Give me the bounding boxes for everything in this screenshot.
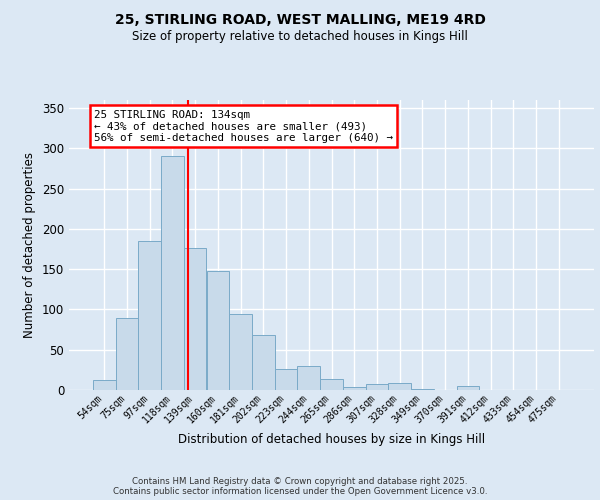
X-axis label: Distribution of detached houses by size in Kings Hill: Distribution of detached houses by size …: [178, 433, 485, 446]
Text: 25, STIRLING ROAD, WEST MALLING, ME19 4RD: 25, STIRLING ROAD, WEST MALLING, ME19 4R…: [115, 12, 485, 26]
Bar: [365, 384, 388, 390]
Text: Size of property relative to detached houses in Kings Hill: Size of property relative to detached ho…: [132, 30, 468, 43]
Bar: [298, 366, 320, 390]
Bar: [320, 378, 343, 390]
Bar: [161, 156, 184, 390]
Bar: [252, 335, 275, 390]
Bar: [116, 318, 139, 390]
Bar: [388, 383, 411, 390]
Text: Contains public sector information licensed under the Open Government Licence v3: Contains public sector information licen…: [113, 487, 487, 496]
Bar: [229, 314, 252, 390]
Bar: [411, 389, 434, 390]
Y-axis label: Number of detached properties: Number of detached properties: [23, 152, 37, 338]
Text: 25 STIRLING ROAD: 134sqm
← 43% of detached houses are smaller (493)
56% of semi-: 25 STIRLING ROAD: 134sqm ← 43% of detach…: [94, 110, 393, 143]
Bar: [457, 386, 479, 390]
Bar: [343, 387, 365, 390]
Bar: [206, 271, 229, 390]
Text: Contains HM Land Registry data © Crown copyright and database right 2025.: Contains HM Land Registry data © Crown c…: [132, 477, 468, 486]
Bar: [93, 380, 116, 390]
Bar: [139, 241, 161, 390]
Bar: [275, 369, 298, 390]
Bar: [184, 248, 206, 390]
